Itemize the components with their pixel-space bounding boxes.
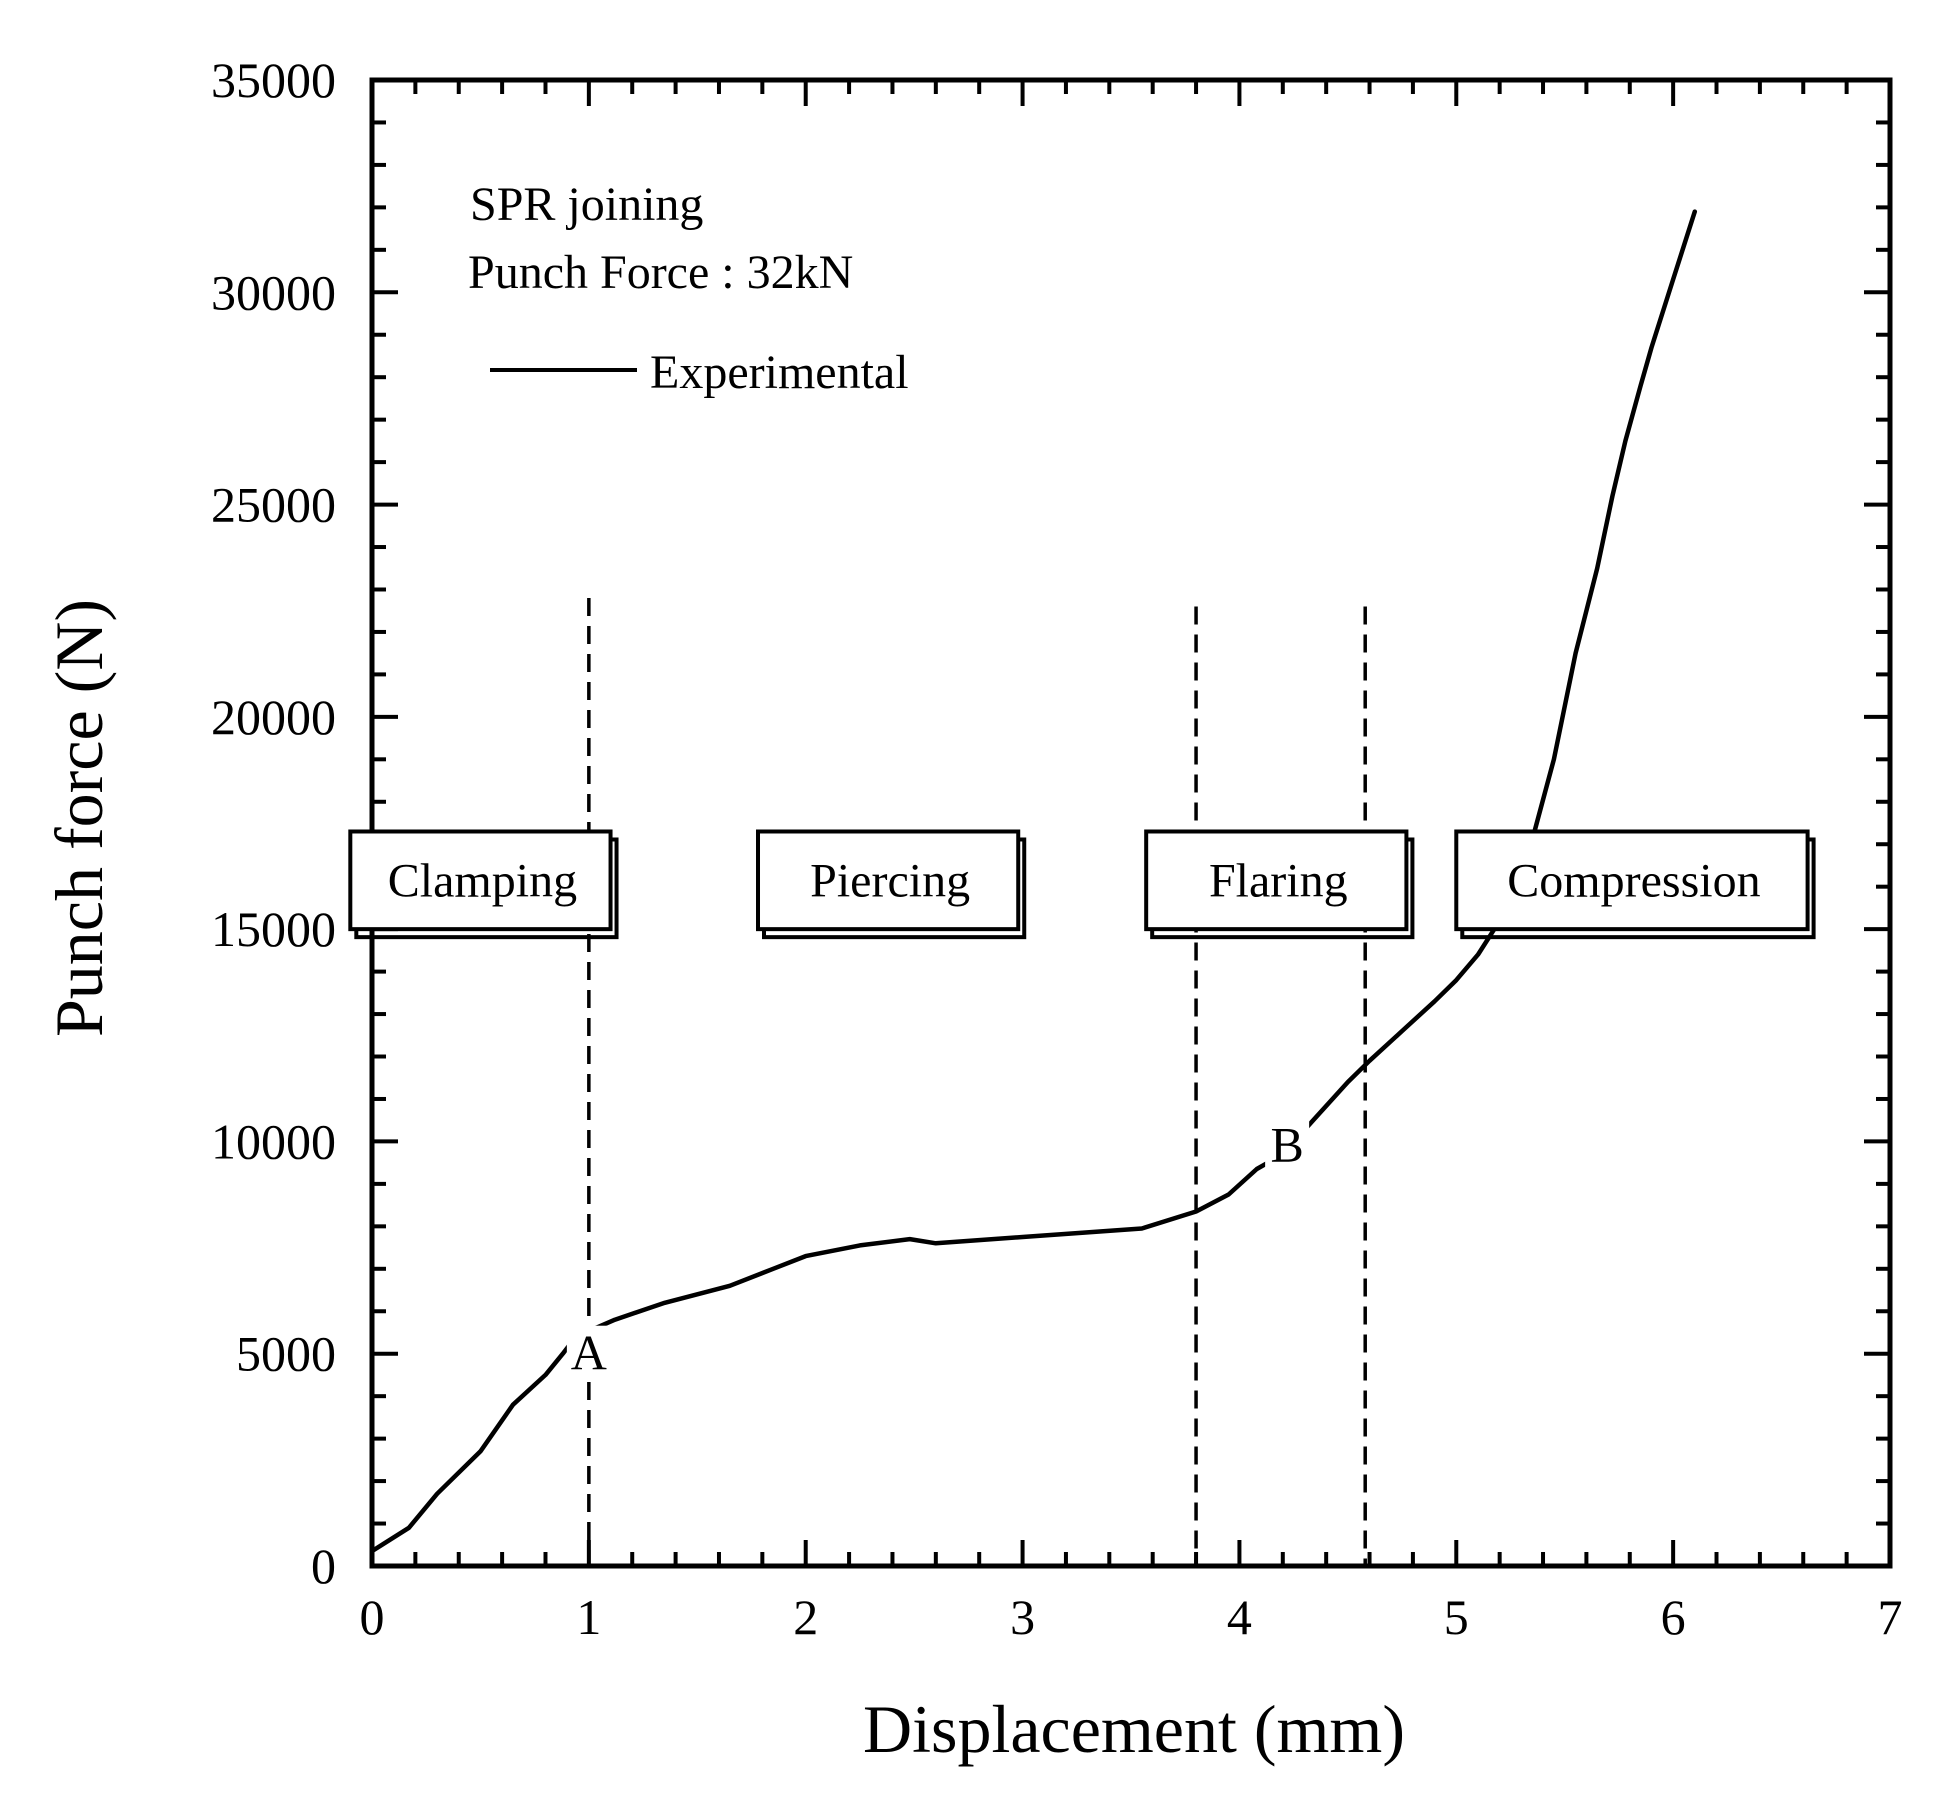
y-tick-label: 15000 (211, 901, 336, 957)
phase-box: Clamping (348, 829, 619, 940)
phase-box-frame (756, 829, 1021, 932)
point-label-background (566, 1325, 611, 1378)
phase-box-frame (348, 829, 613, 932)
y-tick-label: 30000 (211, 264, 336, 320)
point-label: A (571, 1325, 607, 1381)
y-tick-label: 0 (311, 1538, 336, 1594)
plot-frame (369, 77, 1893, 1569)
x-tick-label: 5 (1444, 1589, 1469, 1645)
phase-box: Flaring (1144, 829, 1415, 940)
phase-label: Compression (1507, 854, 1760, 907)
y-tick-label: 5000 (236, 1326, 336, 1382)
phase-box: Piercing (756, 829, 1027, 940)
point-labels: AB (566, 1117, 1310, 1381)
y-tick-label: 25000 (211, 477, 336, 533)
y-tick-label: 20000 (211, 689, 336, 745)
vertical-markers (587, 597, 1367, 1566)
y-axis-title: Punch force (N) (41, 599, 117, 1037)
x-axis-title: Displacement (mm) (863, 1691, 1405, 1767)
x-tick-label: 4 (1227, 1589, 1252, 1645)
phase-label: Clamping (388, 854, 577, 907)
x-tick-label: 7 (1878, 1589, 1903, 1645)
y-tick-label: 10000 (211, 1113, 336, 1169)
y-tick-label: 35000 (211, 52, 336, 108)
phase-boxes: Clamping Piercing Flaring Compression (348, 829, 1816, 940)
annotation-line-2: Punch Force : 32kN (468, 246, 853, 299)
x-tick-label: 6 (1661, 1589, 1686, 1645)
legend-label: Experimental (650, 346, 909, 399)
point-label: B (1270, 1117, 1303, 1173)
tick-labels: 0 1 2 3 4 5 6 7 0 5000 10000 15000 20000 25000 30000 35… (211, 52, 1903, 1645)
phase-label: Flaring (1209, 854, 1348, 907)
phase-label: Piercing (810, 854, 970, 907)
x-tick-label: 3 (1010, 1589, 1035, 1645)
phase-box: Compression (1454, 829, 1816, 940)
phase-box-frame (1144, 829, 1409, 932)
annotation-line-1: SPR joining (470, 178, 703, 231)
x-tick-label: 0 (360, 1589, 385, 1645)
point-label-background (1265, 1117, 1310, 1170)
x-tick-label: 2 (793, 1589, 818, 1645)
phase-box-frame (1454, 829, 1810, 932)
x-tick-label: 1 (576, 1589, 601, 1645)
